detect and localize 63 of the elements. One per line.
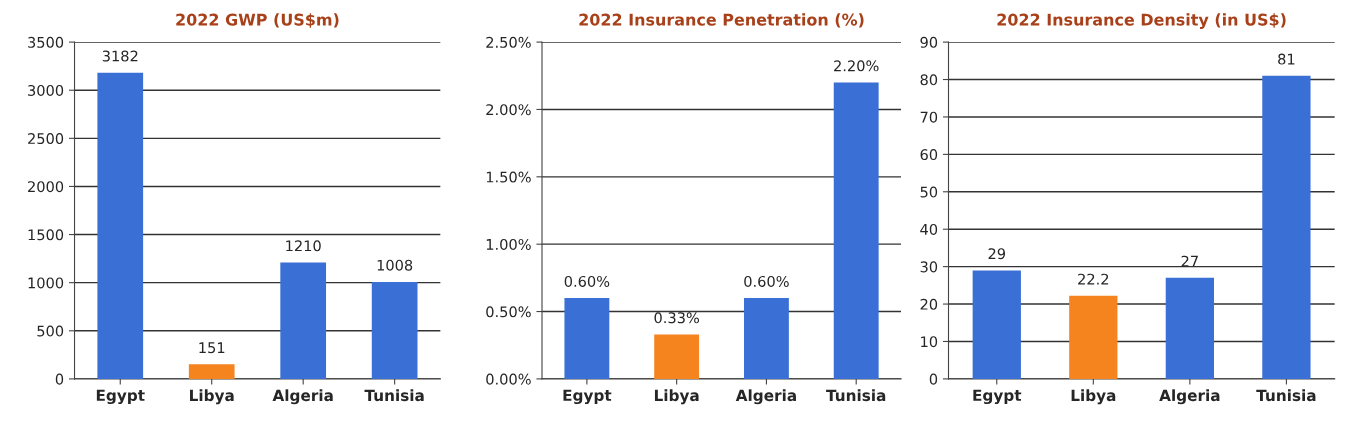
data-label: 1210	[286, 240, 321, 252]
x-tick-label: Libya	[1071, 389, 1116, 405]
y-tick-label: 2.00%	[486, 104, 531, 116]
y-tick-label: 500	[37, 325, 64, 337]
y-tick-label: 20	[920, 298, 938, 310]
bar	[1069, 295, 1118, 379]
y-tick-label: 50	[920, 186, 938, 198]
data-label: 3182	[102, 50, 138, 62]
x-tick-label: Tunisia	[1256, 389, 1316, 402]
y-tick-label: 1.00%	[486, 238, 531, 250]
y-tick-label: 10	[921, 336, 938, 348]
bar	[1262, 75, 1311, 379]
y-tick-label: 2000	[28, 181, 64, 193]
data-label: 0.33%	[654, 312, 700, 324]
y-tick-label: 2500	[28, 133, 64, 145]
data-label: 0.60%	[564, 275, 610, 287]
bar	[371, 281, 418, 379]
y-tick-label: 90	[920, 36, 938, 48]
data-label: 2.20%	[834, 60, 879, 72]
x-tick-label: Algeria	[272, 389, 333, 405]
x-tick-label: Egypt	[96, 389, 145, 405]
data-label: 151	[199, 342, 225, 354]
x-tick-label: Tunisia	[826, 389, 886, 402]
y-tick-label: 60	[920, 149, 938, 161]
bar	[97, 72, 144, 379]
data-label: 27	[1181, 255, 1198, 267]
chart-title: 2022 GWP (US$m)	[176, 13, 339, 28]
y-tick-label: 0.00%	[486, 373, 531, 385]
y-tick-label: 1500	[28, 229, 64, 241]
y-tick-label: 0	[55, 373, 64, 385]
y-tick-label: 2.50%	[486, 36, 531, 48]
y-tick-label: 1.50%	[486, 171, 531, 183]
y-tick-label: 3000	[28, 84, 64, 96]
data-label: 22.2	[1078, 273, 1109, 285]
y-tick-label: 3500	[28, 36, 64, 48]
x-tick-label: Algeria	[735, 389, 796, 405]
x-tick-label: Egypt	[973, 389, 1022, 405]
y-tick-label: 1000	[28, 277, 64, 289]
x-tick-label: Egypt	[563, 389, 612, 405]
bar	[833, 82, 879, 379]
bar	[1165, 277, 1214, 379]
data-label: 1008	[377, 259, 413, 271]
y-tick-label: 0.50%	[486, 306, 531, 318]
x-tick-label: Tunisia	[364, 389, 424, 402]
data-label: 29	[988, 248, 1006, 260]
x-tick-label: Libya	[190, 389, 234, 405]
y-tick-label: 0	[929, 373, 938, 385]
y-tick-label: 30	[920, 261, 938, 273]
y-tick-label: 70	[920, 111, 938, 123]
bar	[564, 298, 610, 379]
bar	[654, 334, 700, 379]
y-tick-label: 40	[920, 223, 938, 235]
data-label: 81	[1278, 53, 1295, 65]
x-tick-label: Libya	[654, 389, 699, 405]
chart-title: 2022 Insurance Penetration (%)	[579, 13, 864, 28]
bar	[743, 298, 789, 379]
chart-title: 2022 Insurance Density (in US$)	[997, 13, 1286, 29]
bar	[280, 262, 327, 379]
bar	[188, 364, 235, 379]
x-tick-label: Algeria	[1159, 389, 1220, 405]
data-label: 0.60%	[744, 275, 789, 287]
y-tick-label: 80	[920, 74, 938, 86]
bar	[972, 270, 1021, 379]
